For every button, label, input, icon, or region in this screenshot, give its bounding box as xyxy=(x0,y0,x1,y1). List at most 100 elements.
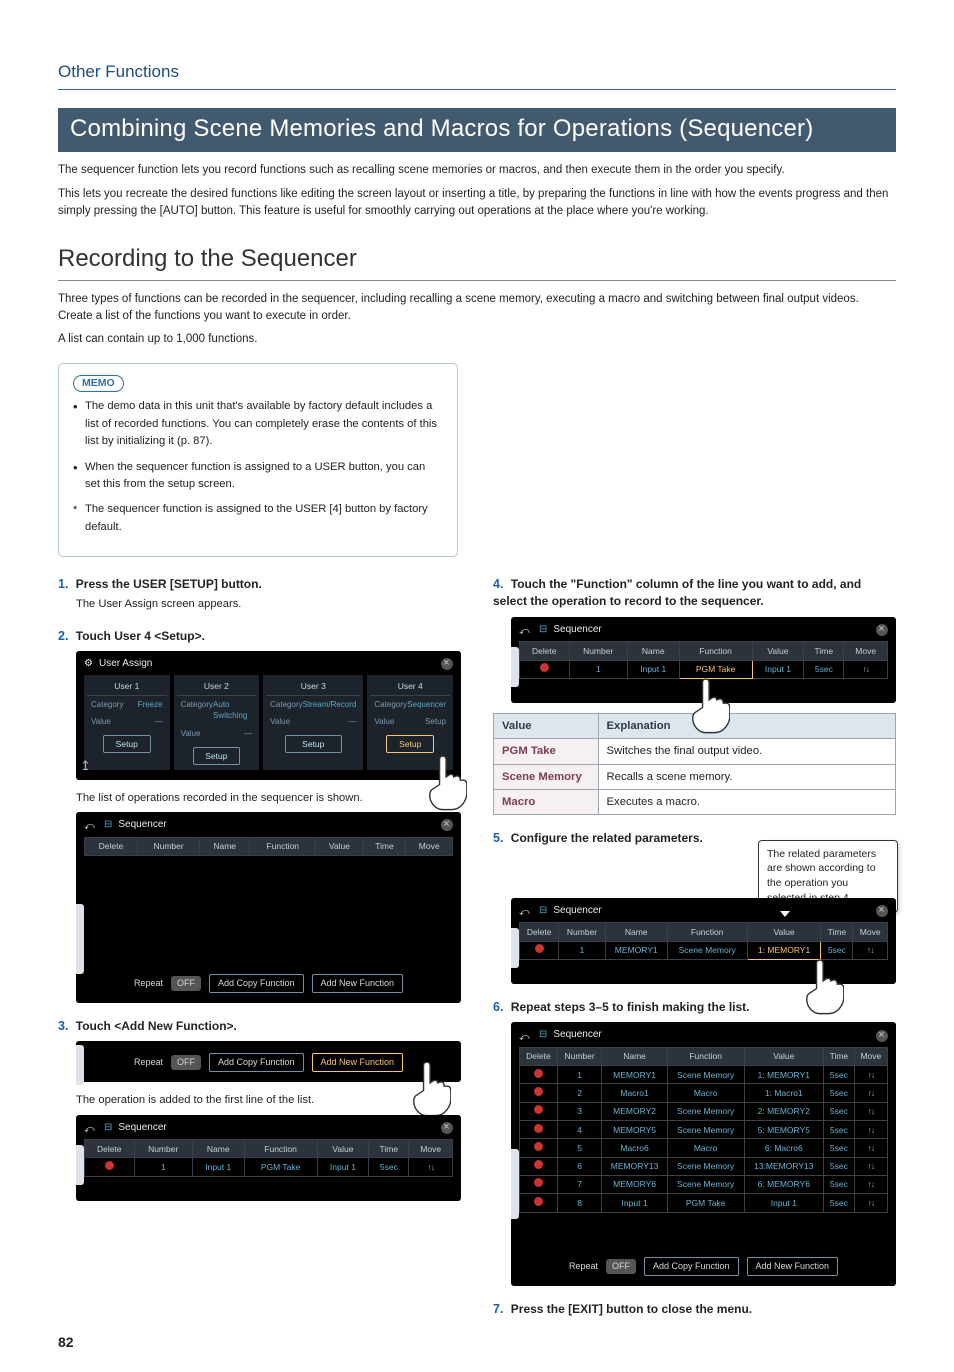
delete-icon[interactable] xyxy=(534,1142,543,1151)
setup-button[interactable]: Setup xyxy=(386,735,434,753)
table-row[interactable]: 2Macro1Macro1: Macro15sec↑↓ xyxy=(520,1084,888,1102)
add-copy-function-button[interactable]: Add Copy Function xyxy=(644,1257,739,1276)
function-cell-highlighted[interactable]: PGM Take xyxy=(679,660,752,678)
add-new-function-button[interactable]: Add New Function xyxy=(312,974,404,993)
close-icon[interactable] xyxy=(441,819,453,831)
repeat-toggle[interactable]: OFF xyxy=(171,976,201,991)
delete-icon[interactable] xyxy=(540,663,549,672)
table-row[interactable]: 3MEMORY2Scene Memory2: MEMORY25sec↑↓ xyxy=(520,1102,888,1120)
back-icon[interactable]: ⤺ xyxy=(84,1123,98,1133)
repeat-toggle[interactable]: OFF xyxy=(171,1055,201,1070)
table-row[interactable]: 1 Input 1 PGM Take Input 1 5sec ↑↓ xyxy=(520,660,888,678)
back-icon[interactable]: ⤺ xyxy=(84,820,98,830)
list-icon: ⊟ xyxy=(539,904,547,919)
move-arrows[interactable]: ↑↓ xyxy=(854,1194,887,1212)
table-header: Value xyxy=(752,642,804,660)
repeat-toggle[interactable]: OFF xyxy=(606,1259,636,1274)
table-row: Scene MemoryRecalls a scene memory. xyxy=(494,764,896,789)
delete-icon[interactable] xyxy=(534,1105,543,1114)
step-subtext: The User Assign screen appears. xyxy=(76,596,461,612)
move-arrows[interactable]: ↑↓ xyxy=(854,1102,887,1120)
delete-icon[interactable] xyxy=(534,1160,543,1169)
table-header: Function xyxy=(667,923,747,941)
user-assign-column: User 2CategoryAuto SwitchingValue—Setup xyxy=(174,675,260,769)
value-cell-highlighted[interactable]: 1: MEMORY1 xyxy=(747,941,821,959)
list-icon: ⊟ xyxy=(539,623,547,638)
move-arrows[interactable]: ↑↓ xyxy=(844,660,888,678)
delete-icon[interactable] xyxy=(534,1087,543,1096)
delete-icon[interactable] xyxy=(534,1069,543,1078)
table-row[interactable]: 1MEMORY1Scene Memory1: MEMORY15sec↑↓ xyxy=(520,1066,888,1084)
intro-paragraph-1: The sequencer function lets you record f… xyxy=(58,162,896,179)
step-number: 5. xyxy=(493,831,503,845)
add-new-function-button[interactable]: Add New Function xyxy=(312,1053,404,1072)
intro-paragraph-2: This lets you recreate the desired funct… xyxy=(58,186,896,221)
add-copy-function-button[interactable]: Add Copy Function xyxy=(209,974,304,993)
table-row[interactable]: 7MEMORY6Scene Memory6: MEMORY65sec↑↓ xyxy=(520,1175,888,1193)
table-row[interactable]: 5Macro6Macro6: Macro65sec↑↓ xyxy=(520,1139,888,1157)
close-icon[interactable] xyxy=(876,1030,888,1042)
close-icon[interactable] xyxy=(876,624,888,636)
close-icon[interactable] xyxy=(441,658,453,670)
table-header: Value xyxy=(317,1140,369,1158)
close-icon[interactable] xyxy=(441,1122,453,1134)
move-arrows[interactable]: ↑↓ xyxy=(854,1121,887,1139)
step-text: Press the [EXIT] button to close the men… xyxy=(511,1302,752,1316)
table-header: Number xyxy=(569,642,627,660)
sequencer-table: DeleteNumberNameFunctionValueTimeMove 1 … xyxy=(84,1139,453,1177)
table-row[interactable]: 8Input 1PGM TakeInput 15sec↑↓ xyxy=(520,1194,888,1212)
step-text: Touch User 4 <Setup>. xyxy=(76,629,205,643)
move-arrows[interactable]: ↑↓ xyxy=(854,1066,887,1084)
user-column-header: User 4 xyxy=(370,678,450,695)
screenshot-sequencer-footer: Repeat OFF Add Copy Function Add New Fun… xyxy=(76,1041,461,1082)
memo-item: The sequencer function is assigned to th… xyxy=(73,501,443,536)
step-text: Repeat steps 3–5 to finish making the li… xyxy=(511,1000,750,1014)
table-header: Value xyxy=(316,837,363,855)
close-icon[interactable] xyxy=(876,905,888,917)
table-header: Time xyxy=(804,642,844,660)
step-number: 2. xyxy=(58,629,68,643)
table-row[interactable]: 4MEMORY5Scene Memory5: MEMORY55sec↑↓ xyxy=(520,1121,888,1139)
gear-icon: ⚙ xyxy=(84,657,93,672)
side-tab xyxy=(76,904,84,974)
repeat-label: Repeat xyxy=(569,1260,598,1273)
step-5: 5. Configure the related parameters. The… xyxy=(493,829,896,984)
page-number: 82 xyxy=(58,1332,74,1352)
table-header: Move xyxy=(409,1140,453,1158)
delete-icon[interactable] xyxy=(535,944,544,953)
delete-icon[interactable] xyxy=(534,1124,543,1133)
step-number: 4. xyxy=(493,577,503,591)
screenshot-sequencer-value-column: ⤺ ⊟ Sequencer DeleteNumberNameFunctionVa… xyxy=(511,898,896,984)
setup-button[interactable]: Setup xyxy=(285,735,342,753)
back-icon[interactable]: ⤺ xyxy=(519,906,533,916)
table-header: Value xyxy=(494,713,599,738)
delete-icon[interactable] xyxy=(534,1178,543,1187)
setup-button[interactable]: Setup xyxy=(193,747,241,765)
back-icon[interactable]: ⤺ xyxy=(519,625,533,635)
right-column: 4. Touch the "Function" column of the li… xyxy=(493,575,896,1332)
move-arrows[interactable]: ↑↓ xyxy=(854,1139,887,1157)
setup-button[interactable]: Setup xyxy=(103,735,151,753)
table-header: Time xyxy=(824,1047,855,1065)
delete-icon[interactable] xyxy=(534,1197,543,1206)
move-arrows[interactable]: ↑↓ xyxy=(409,1158,453,1176)
list-icon: ⊟ xyxy=(104,1121,112,1136)
step-number: 3. xyxy=(58,1019,68,1033)
back-icon[interactable]: ⤺ xyxy=(519,1031,533,1041)
add-new-function-button[interactable]: Add New Function xyxy=(747,1257,839,1276)
table-header: Move xyxy=(844,642,888,660)
screenshot-sequencer-empty: ⤺ ⊟ Sequencer DeleteNumberNameFunctionVa… xyxy=(76,812,461,1003)
table-row[interactable]: 1 Input 1 PGM Take Input 1 5sec ↑↓ xyxy=(85,1158,453,1176)
step-4: 4. Touch the "Function" column of the li… xyxy=(493,575,896,815)
table-row[interactable]: 1 MEMORY1 Scene Memory 1: MEMORY1 5sec ↑… xyxy=(520,941,888,959)
delete-icon[interactable] xyxy=(105,1161,114,1170)
move-arrows[interactable]: ↑↓ xyxy=(854,1175,887,1193)
add-copy-function-button[interactable]: Add Copy Function xyxy=(209,1053,304,1072)
table-header: Number xyxy=(557,1047,602,1065)
move-arrows[interactable]: ↑↓ xyxy=(854,1084,887,1102)
move-arrows[interactable]: ↑↓ xyxy=(853,941,888,959)
move-arrows[interactable]: ↑↓ xyxy=(854,1157,887,1175)
user-column-header: User 3 xyxy=(266,678,360,695)
screenshot-title: Sequencer xyxy=(553,623,601,638)
table-row[interactable]: 6MEMORY13Scene Memory13:MEMORY135sec↑↓ xyxy=(520,1157,888,1175)
